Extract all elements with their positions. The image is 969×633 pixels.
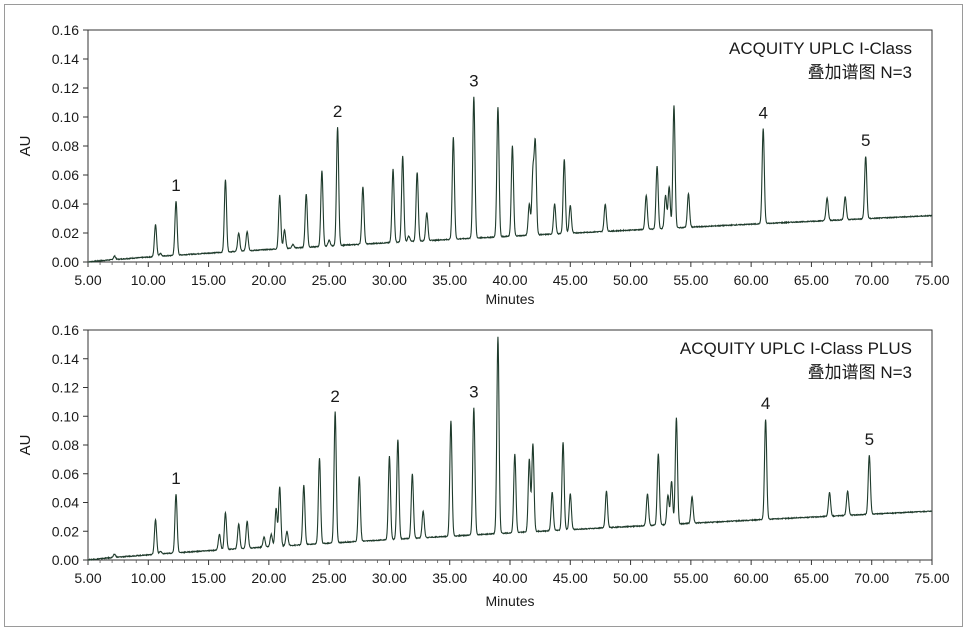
x-tick-label: 50.00 [613, 570, 648, 586]
x-tick-label: 40.00 [492, 272, 527, 288]
y-tick-label: 0.08 [52, 138, 79, 154]
y-axis-label: AU [17, 136, 34, 157]
y-tick-label: 0.12 [52, 80, 79, 96]
chart-title-line: 叠加谱图 N=3 [808, 363, 912, 382]
peak-label: 4 [758, 104, 767, 123]
peak-label: 3 [469, 383, 478, 402]
x-tick-label: 65.00 [794, 272, 829, 288]
x-tick-label: 35.00 [432, 570, 467, 586]
x-tick-label: 25.00 [312, 272, 347, 288]
y-tick-label: 0.00 [52, 254, 79, 270]
y-tick-label: 0.04 [52, 495, 79, 511]
x-tick-label: 70.00 [854, 570, 889, 586]
x-tick-label: 20.00 [251, 570, 286, 586]
peak-label: 5 [865, 430, 874, 449]
y-tick-label: 0.08 [52, 437, 79, 453]
x-axis-label: Minutes [485, 291, 534, 307]
x-tick-label: 30.00 [372, 570, 407, 586]
y-axis-label: AU [17, 435, 34, 456]
x-tick-label: 25.00 [312, 570, 347, 586]
figure-border [4, 4, 963, 627]
x-tick-label: 65.00 [794, 570, 829, 586]
x-tick-label: 55.00 [673, 272, 708, 288]
x-tick-label: 75.00 [914, 272, 949, 288]
x-tick-label: 55.00 [673, 570, 708, 586]
y-tick-label: 0.00 [52, 552, 79, 568]
y-tick-label: 0.10 [52, 109, 79, 125]
peak-label: 5 [861, 131, 870, 150]
chart-title-line: 叠加谱图 N=3 [808, 63, 912, 82]
y-tick-label: 0.16 [52, 322, 79, 338]
x-tick-label: 75.00 [914, 570, 949, 586]
y-tick-label: 0.02 [52, 225, 79, 241]
chromatogram-trace [87, 96, 933, 263]
y-tick-label: 0.06 [52, 167, 79, 183]
y-tick-label: 0.16 [52, 22, 79, 38]
x-tick-label: 10.00 [131, 272, 166, 288]
chart-panel-1: 0.00 0.02 0.04 0.06 0.08 0.10 0.12 0.14 0.16 5.00… [17, 22, 950, 307]
x-tick-label: 5.00 [74, 272, 101, 288]
x-tick-label: 10.00 [131, 570, 166, 586]
x-tick-label: 45.00 [553, 272, 588, 288]
y-tick-label: 0.06 [52, 466, 79, 482]
x-tick-label: 30.00 [372, 272, 407, 288]
chart-title-line: ACQUITY UPLC I-Class PLUS [680, 339, 912, 358]
y-tick-label: 0.04 [52, 196, 79, 212]
peak-label: 2 [330, 387, 339, 406]
y-tick-label: 0.10 [52, 408, 79, 424]
peak-label: 4 [761, 394, 770, 413]
chart-panel-2: 0.00 0.02 0.04 0.06 0.08 0.10 0.12 0.14 0.16 5.00… [17, 322, 950, 609]
x-tick-label: 60.00 [734, 272, 769, 288]
x-tick-label: 40.00 [492, 570, 527, 586]
peak-label: 1 [171, 176, 180, 195]
chromatogram-trace [88, 336, 933, 561]
x-tick-label: 15.00 [191, 570, 226, 586]
x-tick-label: 45.00 [553, 570, 588, 586]
peak-label: 1 [171, 469, 180, 488]
x-tick-label: 20.00 [251, 272, 286, 288]
plot-area-frame [87, 329, 933, 561]
x-axis-label: Minutes [485, 593, 534, 609]
chart-title-line: ACQUITY UPLC I-Class [729, 39, 912, 58]
y-tick-label: 0.14 [52, 51, 79, 67]
y-tick-label: 0.14 [52, 351, 79, 367]
peak-label: 2 [333, 102, 342, 121]
x-tick-label: 15.00 [191, 272, 226, 288]
y-tick-label: 0.12 [52, 380, 79, 396]
x-tick-label: 70.00 [854, 272, 889, 288]
x-tick-label: 60.00 [734, 570, 769, 586]
x-tick-label: 35.00 [432, 272, 467, 288]
x-tick-label: 50.00 [613, 272, 648, 288]
y-tick-label: 0.02 [52, 523, 79, 539]
x-tick-label: 5.00 [74, 570, 101, 586]
peak-label: 3 [469, 72, 478, 91]
